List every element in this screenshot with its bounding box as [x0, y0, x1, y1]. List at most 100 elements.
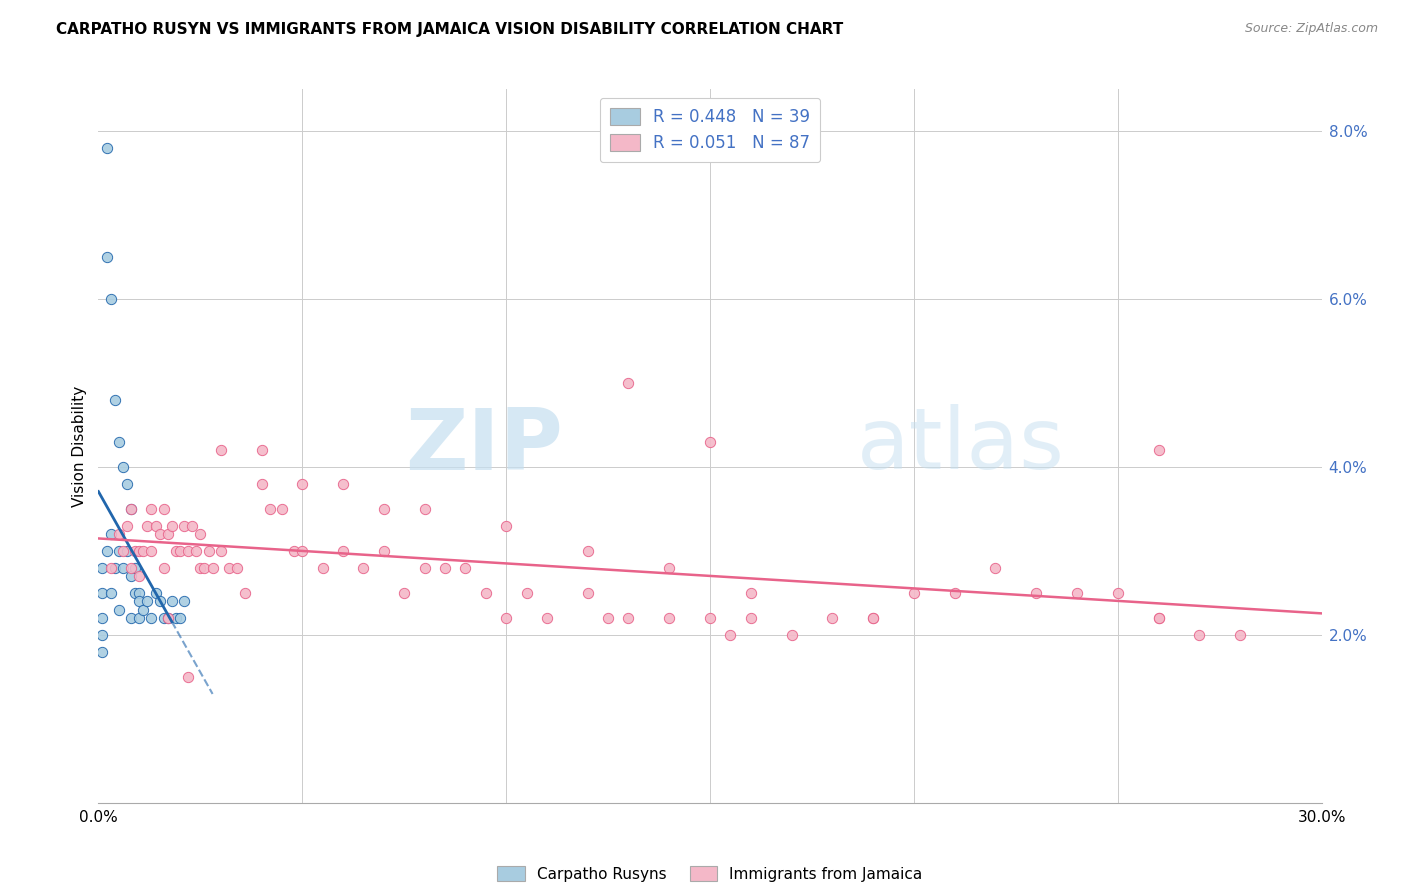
Point: [233, 586, 256, 600]
Point: [821, 611, 844, 625]
Point: [124, 560, 146, 574]
Point: [160, 518, 183, 533]
Point: [152, 502, 174, 516]
Point: [943, 586, 966, 600]
Point: [120, 502, 142, 516]
Point: [141, 611, 163, 625]
Point: [186, 544, 208, 558]
Point: [1229, 628, 1251, 642]
Point: [104, 560, 127, 574]
Point: [141, 544, 163, 558]
Point: [104, 392, 127, 407]
Point: [181, 518, 204, 533]
Point: [115, 476, 138, 491]
Point: [132, 544, 155, 558]
Point: [128, 586, 150, 600]
Point: [132, 603, 155, 617]
Point: [201, 560, 224, 574]
Point: [862, 611, 884, 625]
Point: [124, 586, 146, 600]
Point: [392, 586, 416, 600]
Text: CARPATHO RUSYN VS IMMIGRANTS FROM JAMAICA VISION DISABILITY CORRELATION CHART: CARPATHO RUSYN VS IMMIGRANTS FROM JAMAIC…: [56, 22, 844, 37]
Point: [1147, 443, 1170, 458]
Point: [495, 518, 517, 533]
Point: [165, 611, 187, 625]
Point: [100, 560, 122, 574]
Legend: Carpatho Rusyns, Immigrants from Jamaica: Carpatho Rusyns, Immigrants from Jamaica: [491, 860, 929, 888]
Point: [373, 544, 395, 558]
Point: [177, 544, 200, 558]
Point: [516, 586, 538, 600]
Point: [283, 544, 305, 558]
Point: [352, 560, 374, 574]
Point: [115, 518, 138, 533]
Point: [149, 594, 172, 608]
Point: [108, 434, 131, 449]
Point: [173, 594, 195, 608]
Point: [128, 569, 150, 583]
Point: [740, 611, 762, 625]
Point: [156, 527, 179, 541]
Point: [96, 544, 118, 558]
Point: [91, 645, 114, 659]
Point: [576, 544, 599, 558]
Point: [100, 292, 122, 306]
Point: [291, 544, 314, 558]
Point: [156, 611, 179, 625]
Point: [197, 544, 219, 558]
Text: ZIP: ZIP: [405, 404, 564, 488]
Point: [617, 376, 640, 390]
Point: [495, 611, 517, 625]
Point: [332, 476, 354, 491]
Point: [658, 611, 681, 625]
Point: [699, 611, 721, 625]
Point: [291, 476, 314, 491]
Point: [111, 544, 134, 558]
Point: [862, 611, 884, 625]
Point: [91, 560, 114, 574]
Point: [270, 502, 294, 516]
Point: [720, 628, 742, 642]
Point: [173, 518, 195, 533]
Point: [984, 560, 1007, 574]
Point: [156, 611, 179, 625]
Point: [218, 560, 240, 574]
Point: [152, 611, 174, 625]
Point: [120, 560, 142, 574]
Point: [145, 518, 167, 533]
Point: [141, 502, 163, 516]
Point: [903, 586, 925, 600]
Point: [598, 611, 620, 625]
Point: [108, 603, 131, 617]
Point: [96, 250, 118, 264]
Point: [169, 611, 191, 625]
Point: [250, 476, 273, 491]
Point: [100, 586, 122, 600]
Point: [124, 544, 146, 558]
Point: [780, 628, 803, 642]
Point: [209, 544, 232, 558]
Point: [332, 544, 354, 558]
Point: [193, 560, 215, 574]
Point: [474, 586, 498, 600]
Point: [145, 586, 167, 600]
Point: [454, 560, 477, 574]
Point: [1147, 611, 1170, 625]
Point: [1147, 611, 1170, 625]
Point: [1066, 586, 1088, 600]
Point: [128, 544, 150, 558]
Point: [149, 527, 172, 541]
Point: [226, 560, 249, 574]
Point: [108, 544, 131, 558]
Point: [413, 502, 436, 516]
Point: [115, 544, 138, 558]
Point: [312, 560, 335, 574]
Text: Source: ZipAtlas.com: Source: ZipAtlas.com: [1244, 22, 1378, 36]
Point: [617, 611, 640, 625]
Point: [1107, 586, 1129, 600]
Point: [120, 502, 142, 516]
Point: [740, 586, 762, 600]
Point: [128, 611, 150, 625]
Point: [165, 544, 187, 558]
Point: [177, 670, 200, 684]
